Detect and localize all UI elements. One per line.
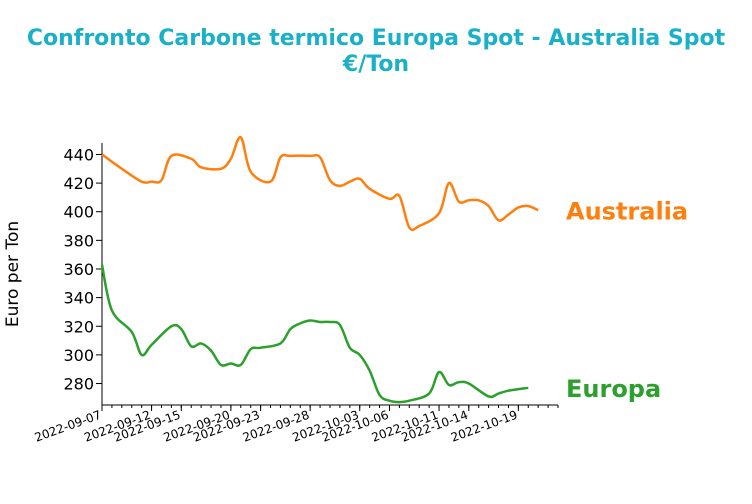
y-tick-label: 320: [63, 317, 94, 336]
chart-subtitle: €/Ton: [342, 52, 410, 77]
y-tick-label: 280: [63, 375, 94, 394]
y-axis-label: Euro per Ton: [3, 221, 23, 327]
y-tick-label: 440: [63, 145, 94, 164]
y-tick-label: 400: [63, 203, 94, 222]
series-label-australia: Australia: [566, 197, 688, 225]
y-tick-label: 380: [63, 231, 94, 250]
series-line-europa: [100, 264, 529, 404]
series-label-europa: Europa: [566, 375, 661, 403]
y-tick-label: 300: [63, 346, 94, 365]
series-lines: Australia Europa: [100, 136, 688, 404]
series-line-australia: [101, 136, 539, 232]
axes: 2803003203403603804004204402022-09-07202…: [33, 143, 559, 445]
y-tick-label: 420: [63, 174, 94, 193]
y-tick-label: 340: [63, 289, 94, 308]
chart-title: Confronto Carbone termico Europa Spot - …: [26, 26, 726, 51]
y-tick-label: 360: [63, 260, 94, 279]
